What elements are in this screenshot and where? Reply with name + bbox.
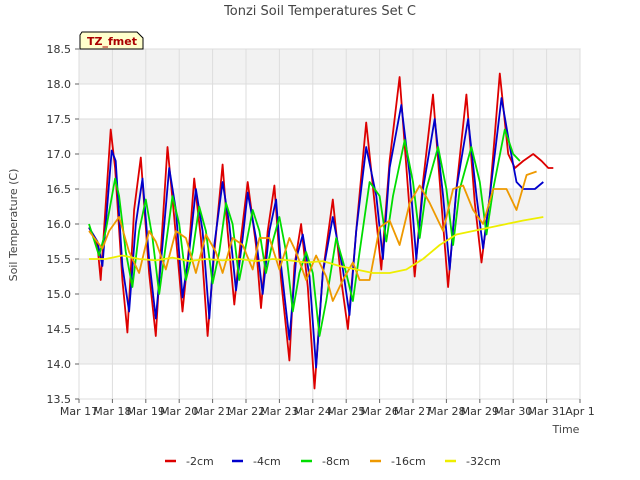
x-axis-label: Time [552, 423, 580, 436]
annotation-tag: TZ_fmet [79, 31, 144, 50]
series-layer [88, 72, 554, 390]
y-tick-label: 15.0 [47, 288, 72, 301]
y-tick-label: 14.5 [47, 323, 72, 336]
legend-label: -16cm [391, 455, 426, 468]
y-tick-label: 14.0 [47, 358, 72, 371]
y-tick-label: 18.0 [47, 78, 72, 91]
series-line-m8cm [88, 128, 521, 337]
y-tick-label: 17.0 [47, 148, 72, 161]
x-tick-label: Mar 25 [327, 405, 365, 418]
series-line-m4cm [88, 97, 544, 369]
y-tick-label: 18.5 [47, 43, 72, 56]
x-tick-label: Mar 31 [527, 405, 565, 418]
x-tick-label: Mar 18 [93, 405, 131, 418]
x-tick-label: Apr 1 [565, 405, 595, 418]
x-tick-label: Mar 24 [294, 405, 332, 418]
x-tick-label: Mar 23 [260, 405, 298, 418]
x-tick-label: Mar 19 [127, 405, 165, 418]
legend-label: -4cm [253, 455, 281, 468]
legend-label: -32cm [466, 455, 501, 468]
annotation-tag-box [79, 31, 144, 50]
legend-label: -8cm [322, 455, 350, 468]
x-tick-label: Mar 22 [227, 405, 265, 418]
grid-band [79, 49, 580, 84]
y-axis-ticks: 13.5 14.0 14.5 15.0 15.5 16.0 16.5 17.0 17.5 18.0… [47, 43, 79, 406]
x-tick-label: Mar 26 [360, 405, 398, 418]
y-axis-label: Soil Temperature (C) [7, 169, 20, 282]
y-tick-label: 17.5 [47, 113, 72, 126]
x-tick-label: Mar 28 [427, 405, 465, 418]
series-line-m32cm [89, 216, 544, 274]
y-tick-label: 16.0 [47, 218, 72, 231]
x-tick-label: Mar 20 [160, 405, 198, 418]
x-tick-label: Mar 17 [60, 405, 98, 418]
x-tick-label: Mar 29 [461, 405, 499, 418]
x-tick-label: Mar 21 [193, 405, 231, 418]
annotation-tag-text: TZ_fmet [87, 35, 137, 48]
y-tick-label: 13.5 [47, 393, 72, 406]
chart-title: Tonzi Soil Temperatures Set C [223, 4, 416, 19]
x-tick-label: Mar 27 [394, 405, 432, 418]
y-tick-label: 15.5 [47, 253, 72, 266]
x-tick-label: Mar 30 [494, 405, 532, 418]
legend-label: -2cm [186, 455, 214, 468]
grid-band [79, 329, 580, 364]
y-tick-label: 16.5 [47, 183, 72, 196]
legend: -2cm -4cm -8cm -16cm -32cm [165, 455, 501, 468]
